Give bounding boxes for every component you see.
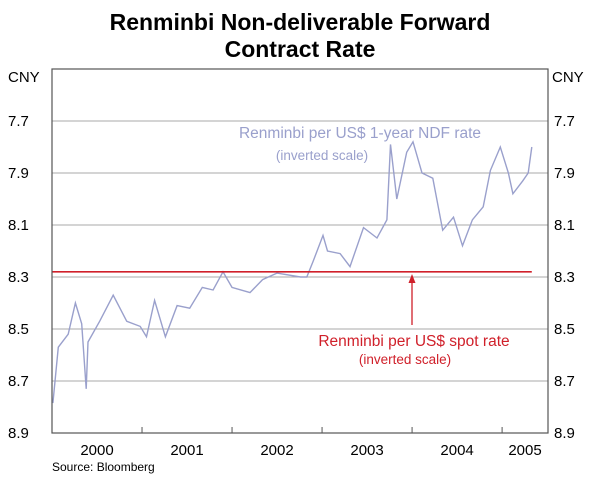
- x-tick-label: 2002: [260, 442, 293, 459]
- spot-series-label: Renminbi per US$ spot rate: [318, 333, 509, 350]
- source-note: Source: Bloomberg: [52, 460, 155, 474]
- plot-frame: [51, 68, 549, 434]
- ndf-series-label: Renminbi per US$ 1-year NDF rate: [239, 125, 481, 142]
- ndf-series-note: (inverted scale): [276, 148, 368, 163]
- y-tick-label-left: 7.7: [8, 113, 29, 130]
- chart-title-line-1: Renminbi Non-deliverable Forward: [110, 9, 491, 35]
- y-tick-label-right: 8.1: [554, 217, 575, 234]
- y-axis-label-right: CNY: [552, 69, 584, 86]
- x-tick-label: 2004: [440, 442, 473, 459]
- y-tick-label-left: 8.3: [8, 269, 29, 286]
- y-tick-label-right: 8.3: [554, 269, 575, 286]
- x-tick-label: 2003: [350, 442, 383, 459]
- y-tick-label-left: 8.5: [8, 321, 29, 338]
- ndf-rate-line: [52, 140, 533, 404]
- y-tick-label-right: 7.9: [554, 165, 575, 182]
- x-tick-label: 2005: [508, 442, 541, 459]
- x-tick-label: 2000: [80, 442, 113, 459]
- chart-title-line-2: Contract Rate: [225, 36, 376, 62]
- y-tick-label-right: 8.9: [554, 425, 575, 442]
- arrow-head-icon: [408, 274, 416, 283]
- y-tick-label-left: 8.7: [8, 373, 29, 390]
- x-tick-label: 2001: [170, 442, 203, 459]
- spot-series-note: (inverted scale): [359, 352, 451, 367]
- y-axis-label-left: CNY: [8, 69, 40, 86]
- y-tick-label-left: 7.9: [8, 165, 29, 182]
- y-tick-label-right: 8.5: [554, 321, 575, 338]
- y-tick-label-right: 8.7: [554, 373, 575, 390]
- y-tick-label-right: 7.7: [554, 113, 575, 130]
- y-tick-label-left: 8.1: [8, 217, 29, 234]
- y-tick-label-left: 8.9: [8, 425, 29, 442]
